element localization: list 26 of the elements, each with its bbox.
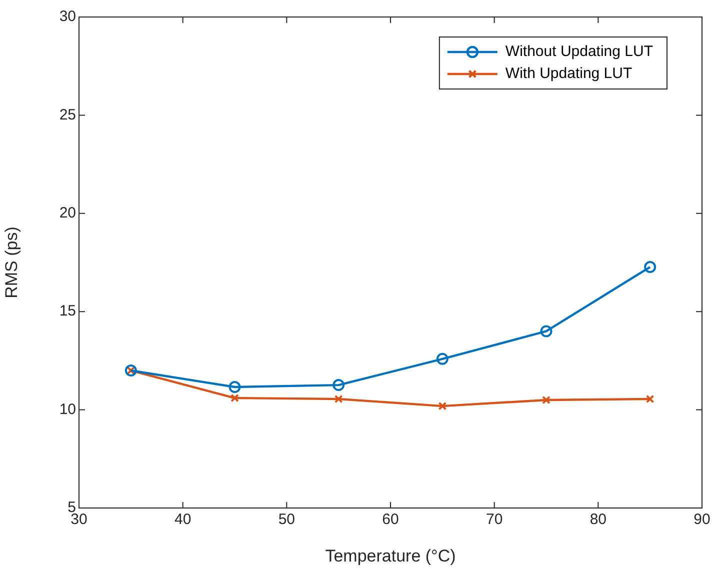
y-tick-label: 30 xyxy=(59,8,76,26)
x-tick-label: 30 xyxy=(70,511,88,528)
y-tick-label: 10 xyxy=(59,400,76,418)
point xyxy=(332,379,345,392)
point xyxy=(540,325,552,338)
x-tick-label: 60 xyxy=(382,511,399,528)
x-tick-label: 70 xyxy=(486,511,503,528)
x-axis-title: Temperature (°C) xyxy=(325,546,456,566)
point xyxy=(436,352,448,365)
x-tick-label: 40 xyxy=(174,511,192,528)
y-axis-title: RMS (ps) xyxy=(2,226,21,298)
legend-label: With Updating LUT xyxy=(505,65,632,82)
y-tick-label: 15 xyxy=(59,302,76,320)
legend-label: Without Updating LUT xyxy=(505,43,654,60)
y-tick-label: 25 xyxy=(59,106,76,124)
x-tick-label: 90 xyxy=(694,511,710,528)
point xyxy=(438,402,447,410)
y-tick-label: 20 xyxy=(59,204,76,222)
point xyxy=(228,381,241,394)
point xyxy=(644,261,656,274)
x-tick-label: 50 xyxy=(278,511,296,528)
point xyxy=(334,394,343,404)
point xyxy=(646,394,654,404)
x-tick-label: 80 xyxy=(590,511,607,528)
point xyxy=(230,394,239,402)
point xyxy=(542,396,550,404)
